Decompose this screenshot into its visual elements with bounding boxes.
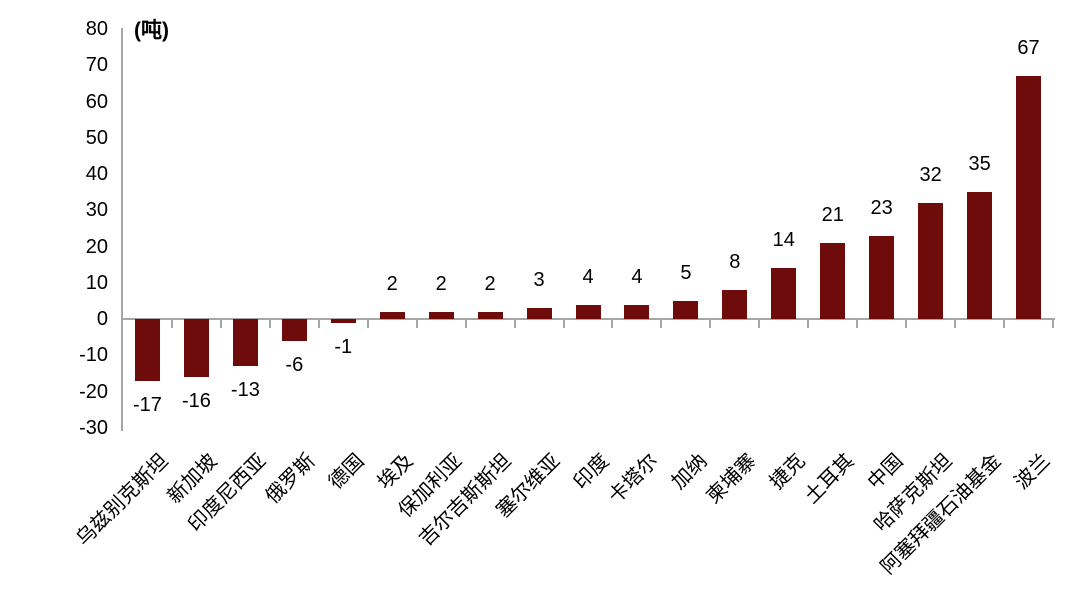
x-axis-category-label: 加纳: [667, 450, 712, 494]
x-axis-category-label: 卡塔尔: [604, 450, 663, 508]
bar: [526, 308, 552, 319]
bar-value-label: 2: [386, 272, 398, 295]
x-axis-category-label: 中国: [863, 450, 908, 494]
x-axis-tick: [1003, 320, 1006, 328]
bar-value-label: 2: [435, 272, 447, 295]
bar: [673, 300, 699, 319]
x-axis-tick: [562, 320, 565, 328]
y-axis-tick-label: 10: [85, 271, 108, 294]
y-axis-tick-label: -30: [79, 416, 108, 439]
bar: [428, 311, 454, 319]
bar: [771, 268, 797, 319]
x-axis-category-label: 埃及: [373, 450, 418, 494]
bar-value-label: 21: [821, 203, 844, 226]
y-axis-tick-label: -20: [79, 380, 108, 403]
x-axis-tick: [513, 320, 516, 328]
bar-value-label: -13: [230, 379, 260, 402]
bar: [1016, 76, 1042, 319]
x-axis-category-label: 波兰: [1010, 450, 1055, 494]
y-axis-tick-label: 20: [85, 235, 108, 258]
x-axis-category-label: 土耳其: [800, 450, 859, 508]
bar: [575, 304, 601, 319]
bar: [869, 235, 895, 319]
y-axis-tick-label: 60: [85, 90, 108, 113]
bar: [183, 319, 209, 377]
bar: [330, 319, 356, 323]
x-axis-category-label: 柬埔寨: [702, 450, 761, 508]
bar-value-label: -6: [285, 353, 304, 376]
bar-value-label: -16: [181, 390, 211, 412]
bar-value-label: -1: [334, 335, 353, 358]
bar: [281, 319, 307, 341]
bar: [820, 242, 846, 319]
x-axis-category-label: 俄罗斯: [261, 450, 320, 508]
y-axis-tick-label: 70: [85, 54, 108, 77]
bar: [918, 203, 944, 319]
x-axis-tick: [611, 320, 614, 328]
x-axis-tick: [415, 320, 418, 328]
bar-value-label: 4: [582, 265, 594, 288]
x-axis-tick: [807, 320, 810, 328]
bar: [967, 192, 993, 319]
bar-value-label: 8: [729, 251, 741, 273]
x-axis-tick: [464, 320, 467, 328]
bar-value-label: -17: [133, 393, 162, 416]
x-axis-line: [121, 318, 1055, 320]
y-axis-tick-label: 40: [85, 163, 108, 185]
x-axis-tick: [1052, 320, 1054, 328]
x-axis-tick: [268, 320, 271, 328]
bar-value-label: 35: [968, 153, 991, 176]
bar-value-label: 67: [1017, 37, 1040, 60]
y-axis-tick-label: 80: [85, 18, 108, 40]
bar: [477, 311, 503, 319]
bar-value-label: 4: [631, 265, 643, 288]
x-axis-category-label: 乌兹别克斯坦: [72, 450, 174, 551]
x-axis-tick: [954, 320, 957, 328]
x-axis-tick: [219, 320, 222, 328]
y-axis-tick-label: 50: [85, 126, 108, 149]
x-axis-tick: [660, 320, 663, 328]
y-axis-tick-label: 0: [96, 308, 108, 330]
y-axis-line: [121, 28, 123, 431]
bar-value-label: 32: [919, 164, 942, 186]
bar: [134, 319, 160, 381]
bar: [722, 290, 748, 319]
bar: [624, 304, 650, 319]
x-axis-tick: [758, 320, 761, 328]
bar-value-label: 2: [484, 272, 496, 295]
x-axis-tick: [366, 320, 369, 328]
bar-value-label: 5: [680, 261, 692, 284]
x-axis-category-label: 德国: [324, 450, 369, 494]
bar: [232, 319, 258, 367]
bar-value-label: 23: [870, 196, 893, 219]
y-axis-unit-label: (吨): [134, 19, 169, 42]
x-axis-tick: [905, 320, 908, 328]
x-axis-category-label: 捷克: [765, 450, 810, 494]
x-axis-tick: [317, 320, 320, 328]
x-axis-category-label: 印度: [569, 450, 614, 494]
x-axis-tick: [856, 320, 859, 328]
bar-value-label: 3: [533, 269, 545, 292]
bar: [379, 311, 405, 319]
y-axis-tick-label: 30: [85, 199, 108, 222]
x-axis-tick: [709, 320, 712, 328]
x-axis-tick: [170, 320, 173, 328]
bar-value-label: 14: [772, 229, 795, 252]
y-axis-tick-label: -10: [79, 344, 108, 367]
